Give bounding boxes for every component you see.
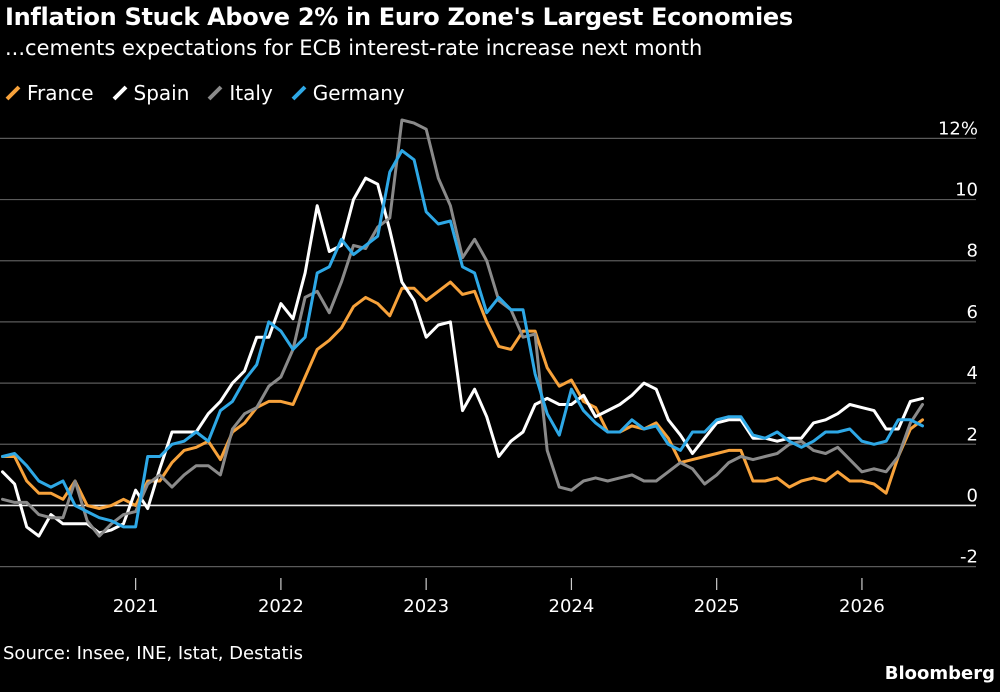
legend: France Spain Italy Germany: [5, 81, 405, 105]
series-line-germany: [1, 149, 924, 529]
x-tick-label: 2021: [113, 596, 159, 617]
x-tick-label: 2023: [403, 596, 449, 617]
legend-label-germany: Germany: [312, 81, 405, 105]
legend-swatch-italy: [207, 85, 223, 101]
legend-label-italy: Italy: [229, 81, 273, 105]
x-tick-label: 2022: [258, 596, 304, 617]
legend-swatch-germany: [291, 85, 307, 101]
legend-item-france: France: [5, 81, 94, 105]
legend-item-italy: Italy: [207, 81, 273, 105]
legend-label-spain: Spain: [133, 81, 190, 105]
y-tick-label: 4: [967, 363, 978, 384]
series-line-spain: [1, 176, 924, 538]
y-tick-label: 6: [967, 302, 978, 323]
y-tick-label: 0: [967, 485, 978, 506]
legend-item-spain: Spain: [112, 81, 190, 105]
legend-item-germany: Germany: [291, 81, 405, 105]
chart-subtitle: ...cements expectations for ECB interest…: [5, 36, 703, 60]
series-line-france: [1, 280, 924, 510]
series-line-italy: [1, 118, 924, 538]
y-tick-label: 12%: [938, 118, 978, 139]
x-tick-label: 2024: [549, 596, 595, 617]
x-tick-label: 2026: [839, 596, 885, 617]
legend-swatch-france: [5, 85, 21, 101]
x-tick-label: 2025: [694, 596, 740, 617]
y-tick-label: -2: [960, 547, 978, 568]
y-tick-label: 10: [955, 180, 978, 201]
source-note: Source: Insee, INE, Istat, Destatis: [3, 643, 303, 664]
legend-label-france: France: [27, 81, 94, 105]
series-lines: [1, 118, 924, 538]
chart-title: Inflation Stuck Above 2% in Euro Zone's …: [5, 3, 793, 31]
bloomberg-logo: Bloomberg: [884, 663, 995, 684]
y-tick-label: 2: [967, 424, 978, 445]
y-tick-label: 8: [967, 241, 978, 262]
legend-swatch-spain: [112, 85, 127, 101]
y-axis-tick-labels: -2 0 2 4 6 8 10 12%: [938, 118, 978, 567]
gridlines: [0, 137, 976, 568]
x-axis: 2021 2022 2023 2024 2025 2026: [113, 578, 885, 617]
